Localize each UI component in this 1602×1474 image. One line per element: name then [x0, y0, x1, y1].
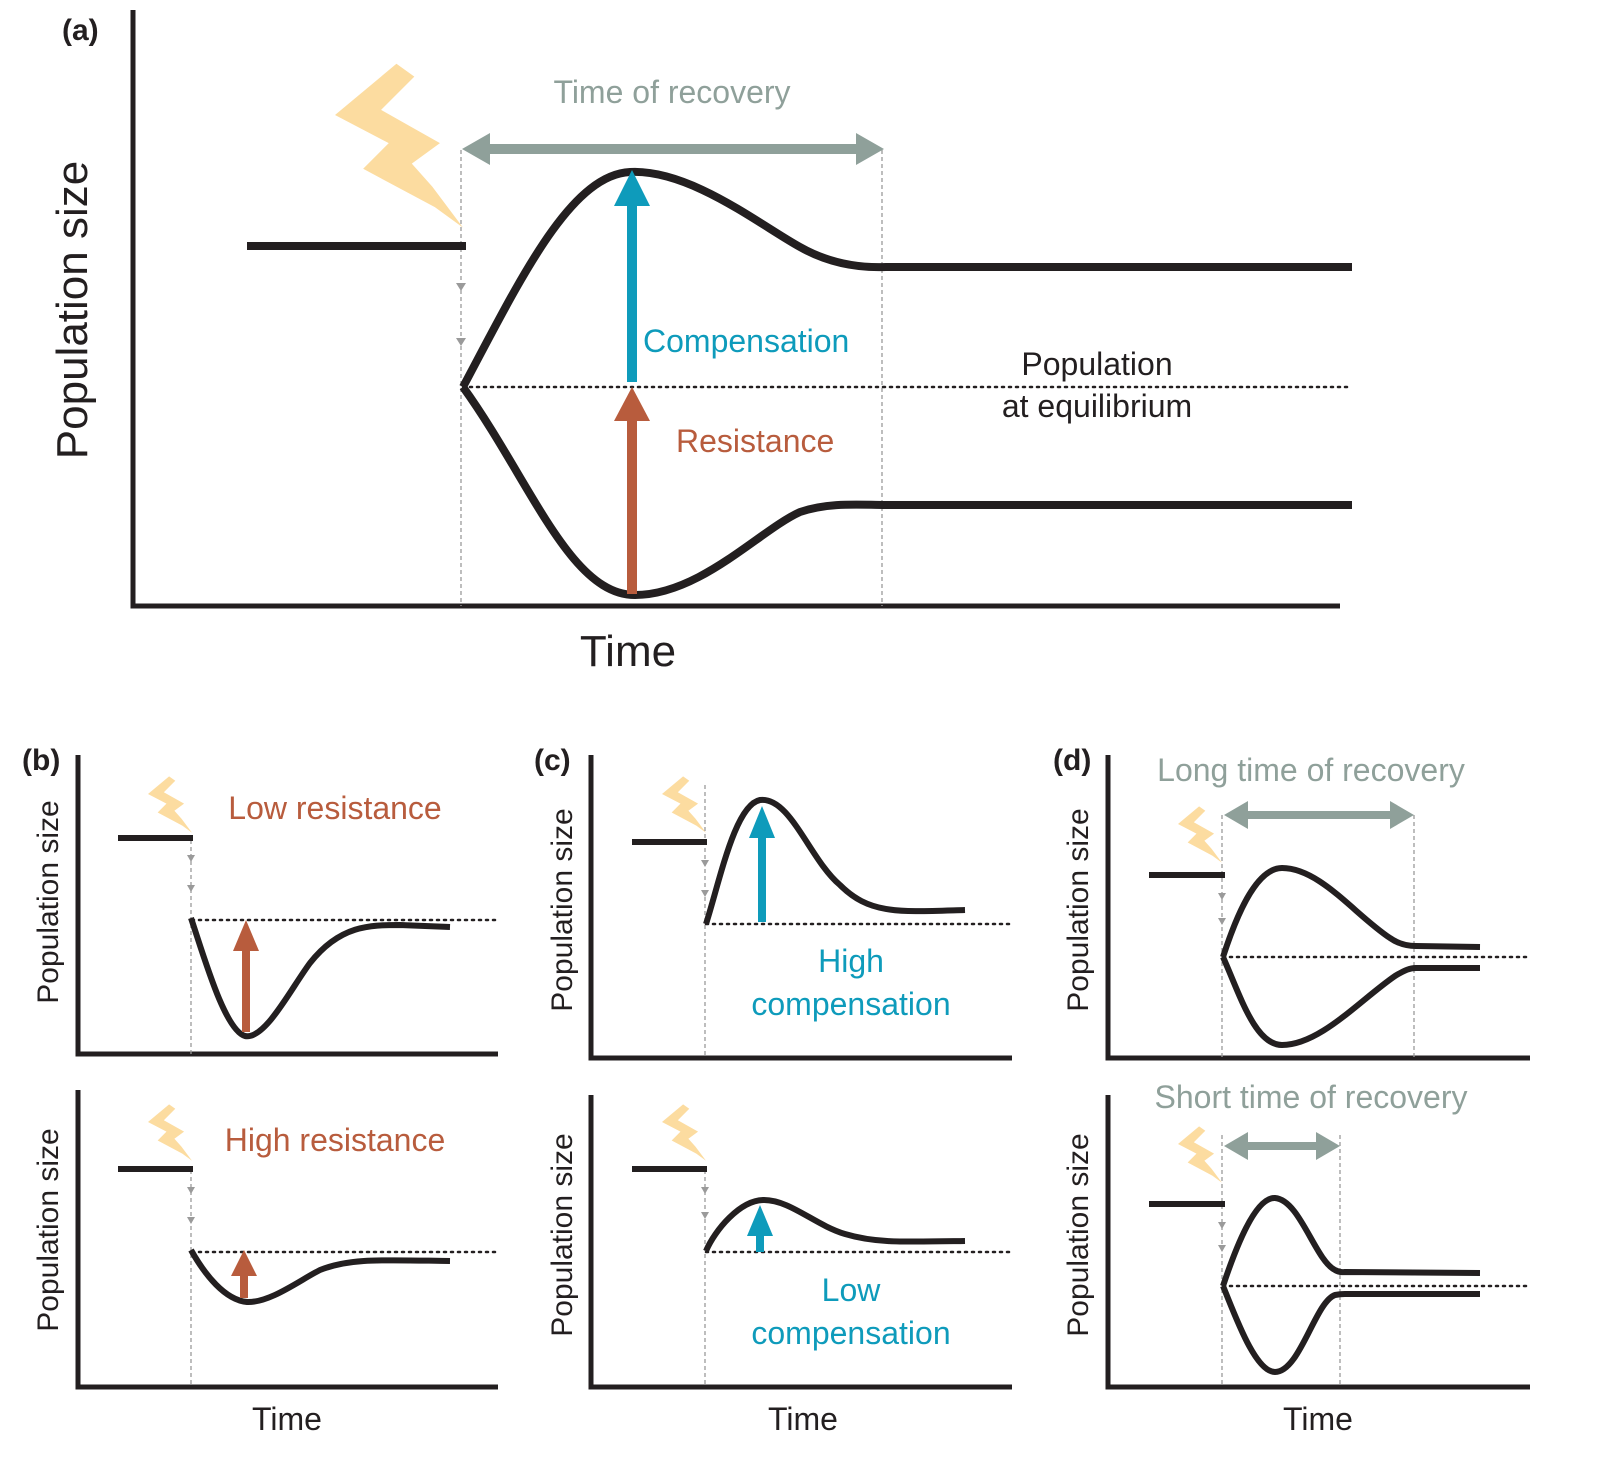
- panel-c-top-ylabel: Population size: [546, 808, 579, 1011]
- panel-c-top-guide-arrowhead: [701, 860, 709, 867]
- panel-d-top-guide-arrowhead: [1218, 893, 1226, 900]
- lightning-bolt-icon: [335, 63, 463, 228]
- panel-c-top-axes: [588, 755, 1012, 1061]
- panel-c-xlabel: Time: [768, 1401, 838, 1437]
- panel-d-top-ylabel: Population size: [1062, 808, 1095, 1011]
- panel-d-bottom-label: Short time of recovery: [1155, 1079, 1468, 1115]
- panel-b: (b) Population size Low resistance Popul…: [22, 744, 499, 1437]
- panel-c-top-compensation-arrowhead: [749, 806, 775, 838]
- panel-a-equilibrium-label: Population: [1021, 346, 1172, 382]
- panel-c-top-label: compensation: [751, 986, 950, 1022]
- panel-d-bottom-axes: [1105, 1095, 1530, 1390]
- panel-c-top: Population size High compensation: [546, 755, 1014, 1061]
- panel-c-bottom-label: compensation: [751, 1315, 950, 1351]
- panel-a-guide-arrowhead: [456, 338, 466, 346]
- panel-c-bottom-guide-arrowhead: [701, 1187, 709, 1194]
- panel-d-top-upper-trajectory: [1220, 865, 1481, 958]
- panel-a-ylabel: Population size: [48, 161, 97, 459]
- panel-c: (c) Population size High compensation Po…: [534, 744, 1014, 1437]
- panel-b-bottom-guide-arrowhead: [187, 1217, 195, 1224]
- panel-d-top-axes: [1105, 755, 1530, 1061]
- panel-a-lower-trajectory: [459, 384, 1352, 599]
- panel-b-bottom-label: High resistance: [225, 1122, 446, 1158]
- panel-b-top-guide-arrowhead: [187, 855, 195, 862]
- panel-c-bottom-ylabel: Population size: [546, 1133, 579, 1336]
- panel-c-top-label: High: [818, 943, 884, 979]
- panel-d-top-label: Long time of recovery: [1157, 752, 1465, 788]
- panel-c-top-guide-arrowhead: [701, 890, 709, 897]
- panel-d-top: Population size Long time of recovery: [1062, 752, 1530, 1061]
- panel-b-bottom-ylabel: Population size: [32, 1128, 65, 1331]
- panel-a-letter: (a): [62, 14, 99, 47]
- panel-d-bottom-guide-arrowhead: [1218, 1222, 1226, 1229]
- panel-d-xlabel: Time: [1283, 1401, 1353, 1437]
- panel-a-resistance-label: Resistance: [676, 423, 834, 459]
- panel-d-top-recovery-arrowhead-right: [1390, 801, 1414, 829]
- panel-c-bottom-label: Low: [822, 1272, 882, 1308]
- panel-a-guide-arrowhead: [456, 283, 466, 291]
- panel-a-compensation-arrowhead: [614, 170, 650, 206]
- panel-a-recovery-arrowhead-right: [856, 133, 884, 165]
- panel-b-top-resistance-arrowhead: [233, 920, 259, 951]
- panel-b-top-axes: [75, 755, 498, 1057]
- lightning-bolt-icon: [1178, 806, 1222, 863]
- panel-d-letter: (d): [1053, 744, 1091, 777]
- panel-a-axes: [130, 10, 1340, 609]
- panel-b-bottom: Population size High resistance Time: [32, 1090, 499, 1437]
- panel-d-bottom-recovery-arrowhead-left: [1224, 1132, 1248, 1160]
- panel-b-bottom-resistance-arrowhead: [231, 1250, 257, 1276]
- panel-c-bottom: Population size Low compensation Time: [546, 1095, 1014, 1437]
- panel-b-top: Population size Low resistance: [32, 755, 499, 1057]
- panel-d-bottom-guide-arrowhead: [1218, 1245, 1226, 1252]
- panel-b-bottom-guide-arrowhead: [187, 1187, 195, 1194]
- panel-d-top-lower-trajectory: [1220, 955, 1480, 1048]
- panel-d: (d) Population size Long time of recover…: [1053, 744, 1530, 1437]
- panel-d-bottom-upper-trajectory: [1220, 1195, 1481, 1287]
- panel-c-top-trajectory: [703, 796, 966, 925]
- panel-b-xlabel: Time: [252, 1401, 322, 1437]
- panel-b-top-ylabel: Population size: [32, 800, 65, 1003]
- lightning-bolt-icon: [148, 1104, 192, 1161]
- panel-b-bottom-axes: [75, 1090, 498, 1390]
- panel-b-letter: (b): [22, 744, 60, 777]
- lightning-bolt-icon: [662, 776, 706, 833]
- panel-d-bottom-lower-trajectory: [1220, 1284, 1480, 1375]
- panel-a-recovery-label: Time of recovery: [553, 74, 790, 110]
- panel-c-bottom-compensation-arrowhead: [747, 1205, 773, 1236]
- panel-b-top-trajectory: [188, 917, 451, 1040]
- lightning-bolt-icon: [1178, 1126, 1222, 1183]
- panel-d-bottom-recovery-arrowhead-right: [1316, 1132, 1340, 1160]
- panel-b-top-guide-arrowhead: [187, 885, 195, 892]
- panel-c-bottom-axes: [588, 1095, 1012, 1390]
- panel-b-top-label: Low resistance: [228, 790, 441, 826]
- lightning-bolt-icon: [148, 776, 192, 833]
- panel-d-bottom-ylabel: Population size: [1062, 1133, 1095, 1336]
- panel-a-resistance-arrowhead: [614, 387, 650, 421]
- panel-a-xlabel: Time: [580, 627, 676, 676]
- panel-d-top-recovery-arrowhead-left: [1224, 801, 1248, 829]
- lightning-bolt-icon: [662, 1104, 706, 1161]
- panel-a-equilibrium-label: at equilibrium: [1002, 388, 1192, 424]
- panel-a: (a) Population size Time Time of recover…: [48, 10, 1354, 676]
- panel-b-bottom-trajectory: [188, 1248, 451, 1306]
- panel-a-upper-trajectory: [459, 167, 1352, 389]
- panel-a-compensation-label: Compensation: [643, 323, 849, 359]
- panel-c-letter: (c): [534, 744, 571, 777]
- panel-d-bottom: Population size Short time of recovery T…: [1062, 1079, 1530, 1437]
- panel-a-recovery-arrowhead-left: [462, 133, 490, 165]
- panel-c-bottom-guide-arrowhead: [701, 1212, 709, 1219]
- panel-c-bottom-trajectory: [703, 1197, 966, 1253]
- panel-d-top-guide-arrowhead: [1218, 918, 1226, 925]
